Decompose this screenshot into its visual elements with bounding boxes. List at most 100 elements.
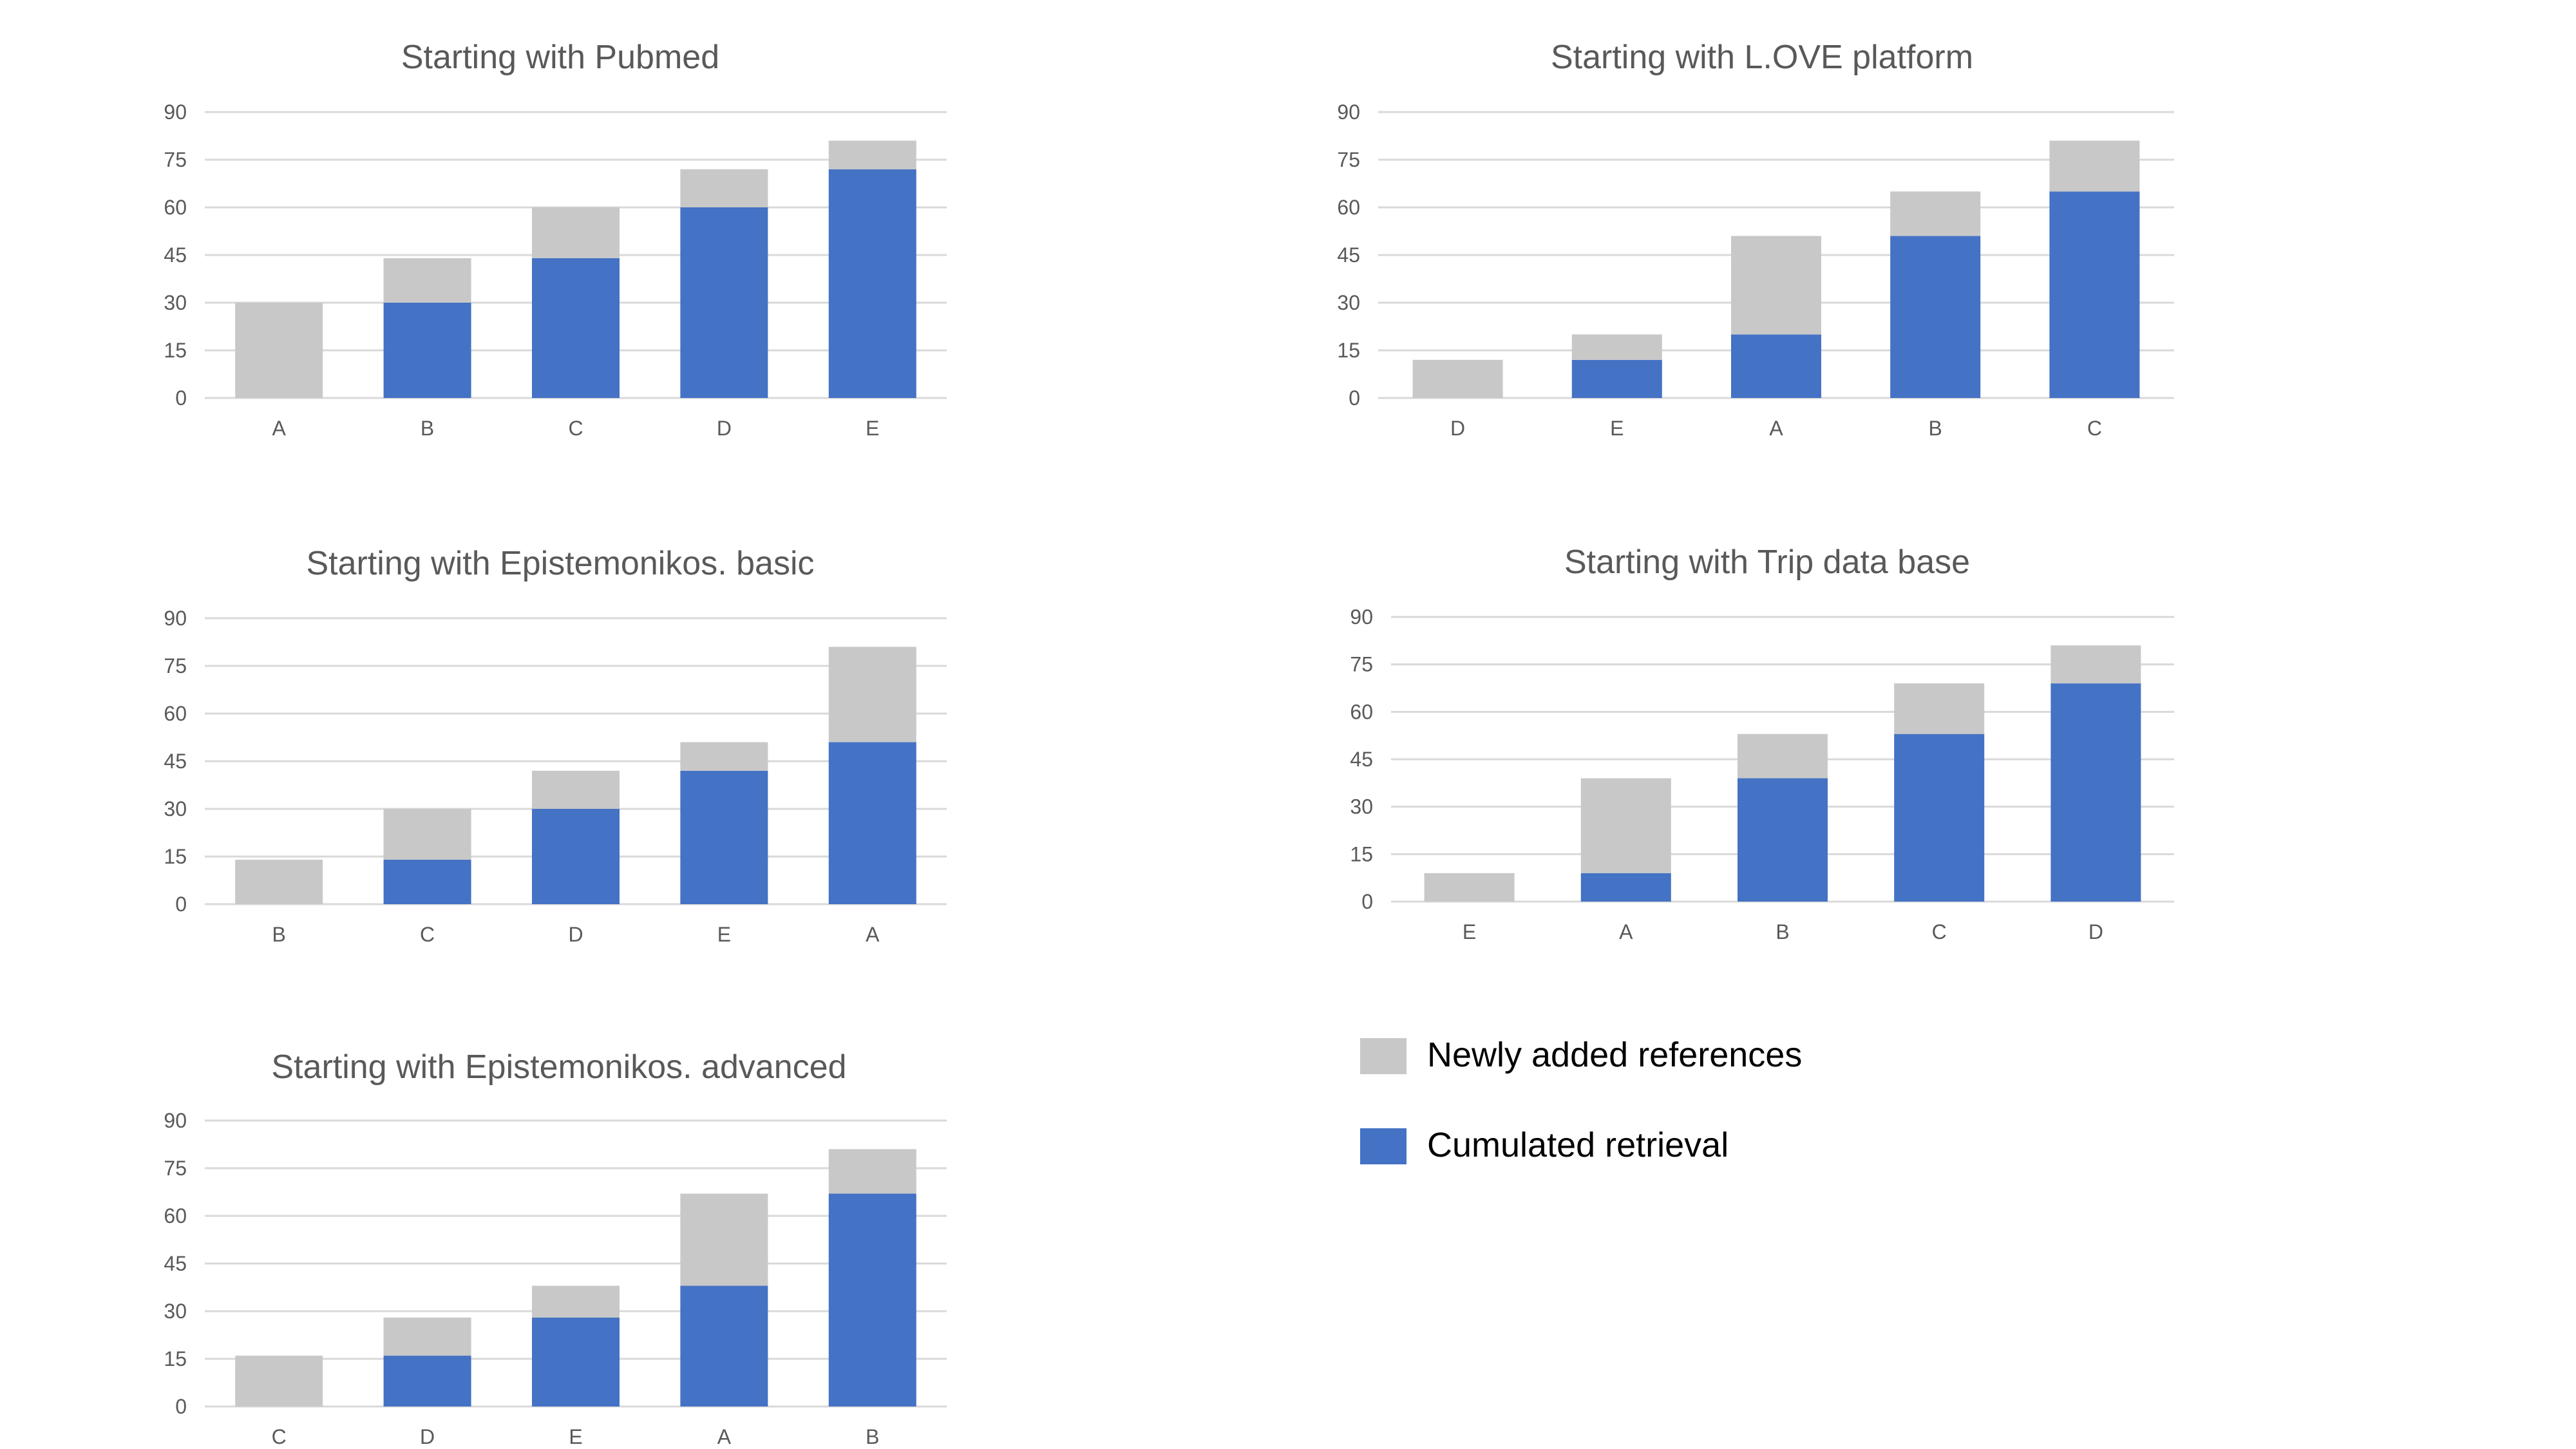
x-tick-label: E — [717, 923, 731, 946]
x-tick-label: C — [420, 923, 435, 946]
legend-swatch-newly-added — [1360, 1038, 1406, 1074]
y-tick-label: 15 — [164, 845, 187, 868]
x-tick-label: A — [866, 923, 880, 946]
chart-2: Starting with L.OVE platform 0 15 30 45 60 75 9… — [1337, 39, 2174, 440]
chart-1: Starting with Pubmed 0 15 30 45 60 75 90 A B C D E — [164, 39, 947, 440]
bar-segment-cumulated — [383, 859, 471, 904]
y-tick-label: 75 — [1337, 148, 1360, 171]
x-tick-label: E — [1463, 920, 1476, 943]
y-tick-label: 75 — [1350, 653, 1373, 676]
bar-segment-newly-added — [1412, 359, 1503, 398]
bar-segment-cumulated — [532, 1317, 620, 1406]
bar-segment-newly-added — [235, 303, 323, 398]
legend-swatch-cumulated — [1360, 1128, 1406, 1164]
x-tick-label: E — [1610, 417, 1624, 440]
bar-segment-cumulated — [828, 169, 916, 398]
x-tick-label: B — [1929, 417, 1942, 440]
bar-segment-newly-added — [680, 742, 768, 771]
y-tick-label: 60 — [1337, 196, 1360, 219]
y-tick-label: 15 — [164, 1347, 187, 1370]
y-tick-label: 90 — [164, 100, 187, 124]
bar-segment-cumulated — [1738, 778, 1828, 902]
y-tick-label: 60 — [164, 702, 187, 725]
bar-segment-cumulated — [1894, 734, 1985, 902]
x-tick-label: C — [272, 1425, 287, 1448]
y-tick-label: 30 — [164, 1300, 187, 1323]
chart-3: Starting with Epistemonikos. basic 0 15 30 4… — [164, 545, 947, 946]
bar-segment-cumulated — [532, 258, 620, 398]
chart-title: Starting with Pubmed — [401, 39, 719, 76]
y-tick-label: 0 — [175, 1395, 187, 1418]
x-tick-label: A — [717, 1425, 732, 1448]
bar-segment-cumulated — [680, 1285, 768, 1406]
x-tick-label: B — [421, 417, 434, 440]
x-tick-label: D — [2088, 920, 2103, 943]
y-tick-label: 60 — [1350, 700, 1373, 723]
y-tick-label: 15 — [1350, 842, 1373, 866]
bar-segment-newly-added — [1424, 873, 1515, 902]
bar-segment-cumulated — [680, 207, 768, 398]
bar-segment-cumulated — [828, 1193, 916, 1406]
x-tick-label: E — [866, 417, 879, 440]
y-tick-label: 45 — [1337, 243, 1360, 267]
legend-label-newly-added: Newly added references — [1427, 1036, 1802, 1074]
bar-segment-newly-added — [383, 809, 471, 860]
y-tick-label: 75 — [164, 654, 187, 677]
bar-segment-newly-added — [1738, 734, 1828, 779]
y-tick-label: 15 — [164, 339, 187, 362]
bar-segment-newly-added — [828, 1149, 916, 1194]
x-tick-label: A — [272, 417, 287, 440]
y-tick-label: 90 — [1337, 100, 1360, 124]
bar-segment-cumulated — [383, 1356, 471, 1406]
y-tick-label: 45 — [164, 750, 187, 773]
legend-item-cumulated: Cumulated retrieval — [1360, 1126, 1728, 1164]
bar-segment-cumulated — [1731, 334, 1821, 398]
x-tick-label: A — [1769, 417, 1783, 440]
legend-label-cumulated: Cumulated retrieval — [1427, 1126, 1728, 1164]
bar-segment-newly-added — [828, 647, 916, 743]
y-tick-label: 30 — [1350, 795, 1373, 819]
x-tick-label: B — [272, 923, 286, 946]
y-tick-label: 75 — [164, 148, 187, 171]
y-tick-label: 90 — [1350, 605, 1373, 629]
x-tick-label: B — [866, 1425, 879, 1448]
y-tick-label: 75 — [164, 1157, 187, 1180]
y-tick-label: 45 — [164, 243, 187, 267]
bar-segment-cumulated — [680, 770, 768, 904]
bar-segment-cumulated — [532, 809, 620, 904]
y-tick-label: 15 — [1337, 339, 1360, 362]
bar-segment-newly-added — [1890, 191, 1981, 236]
bar-segment-newly-added — [2050, 645, 2141, 684]
bar-segment-cumulated — [1571, 359, 1662, 398]
y-tick-label: 30 — [164, 291, 187, 314]
bar-segment-newly-added — [532, 770, 620, 809]
x-tick-label: D — [420, 1425, 435, 1448]
y-tick-label: 60 — [164, 1204, 187, 1227]
bar-segment-cumulated — [828, 742, 916, 904]
bar-segment-newly-added — [1571, 334, 1662, 360]
y-tick-label: 60 — [164, 196, 187, 219]
bar-segment-newly-added — [828, 140, 916, 169]
bar-segment-newly-added — [532, 207, 620, 258]
bar-segment-newly-added — [1580, 778, 1671, 873]
bar-segment-newly-added — [1894, 683, 1985, 734]
chart-title: Starting with Epistemonikos. basic — [306, 545, 814, 582]
bar-segment-newly-added — [383, 258, 471, 303]
bar-segment-newly-added — [532, 1285, 620, 1318]
bar-segment-newly-added — [383, 1317, 471, 1356]
chart-title: Starting with Epistemonikos. advanced — [271, 1048, 846, 1086]
y-tick-label: 0 — [175, 386, 187, 410]
y-tick-label: 90 — [164, 607, 187, 630]
legend-item-newly-added: Newly added references — [1360, 1036, 1802, 1074]
bar-segment-newly-added — [680, 169, 768, 207]
x-tick-label: E — [569, 1425, 582, 1448]
y-tick-label: 30 — [1337, 291, 1360, 314]
chart-5: Starting with Epistemonikos. advanced 0 15… — [164, 1048, 947, 1448]
bar-segment-newly-added — [1731, 236, 1821, 335]
legend: Newly added references Cumulated retriev… — [1360, 1036, 1802, 1164]
x-tick-label: D — [717, 417, 732, 440]
y-tick-label: 0 — [1349, 386, 1360, 410]
chart-title: Starting with L.OVE platform — [1551, 39, 1973, 76]
bar-segment-cumulated — [2050, 683, 2141, 902]
